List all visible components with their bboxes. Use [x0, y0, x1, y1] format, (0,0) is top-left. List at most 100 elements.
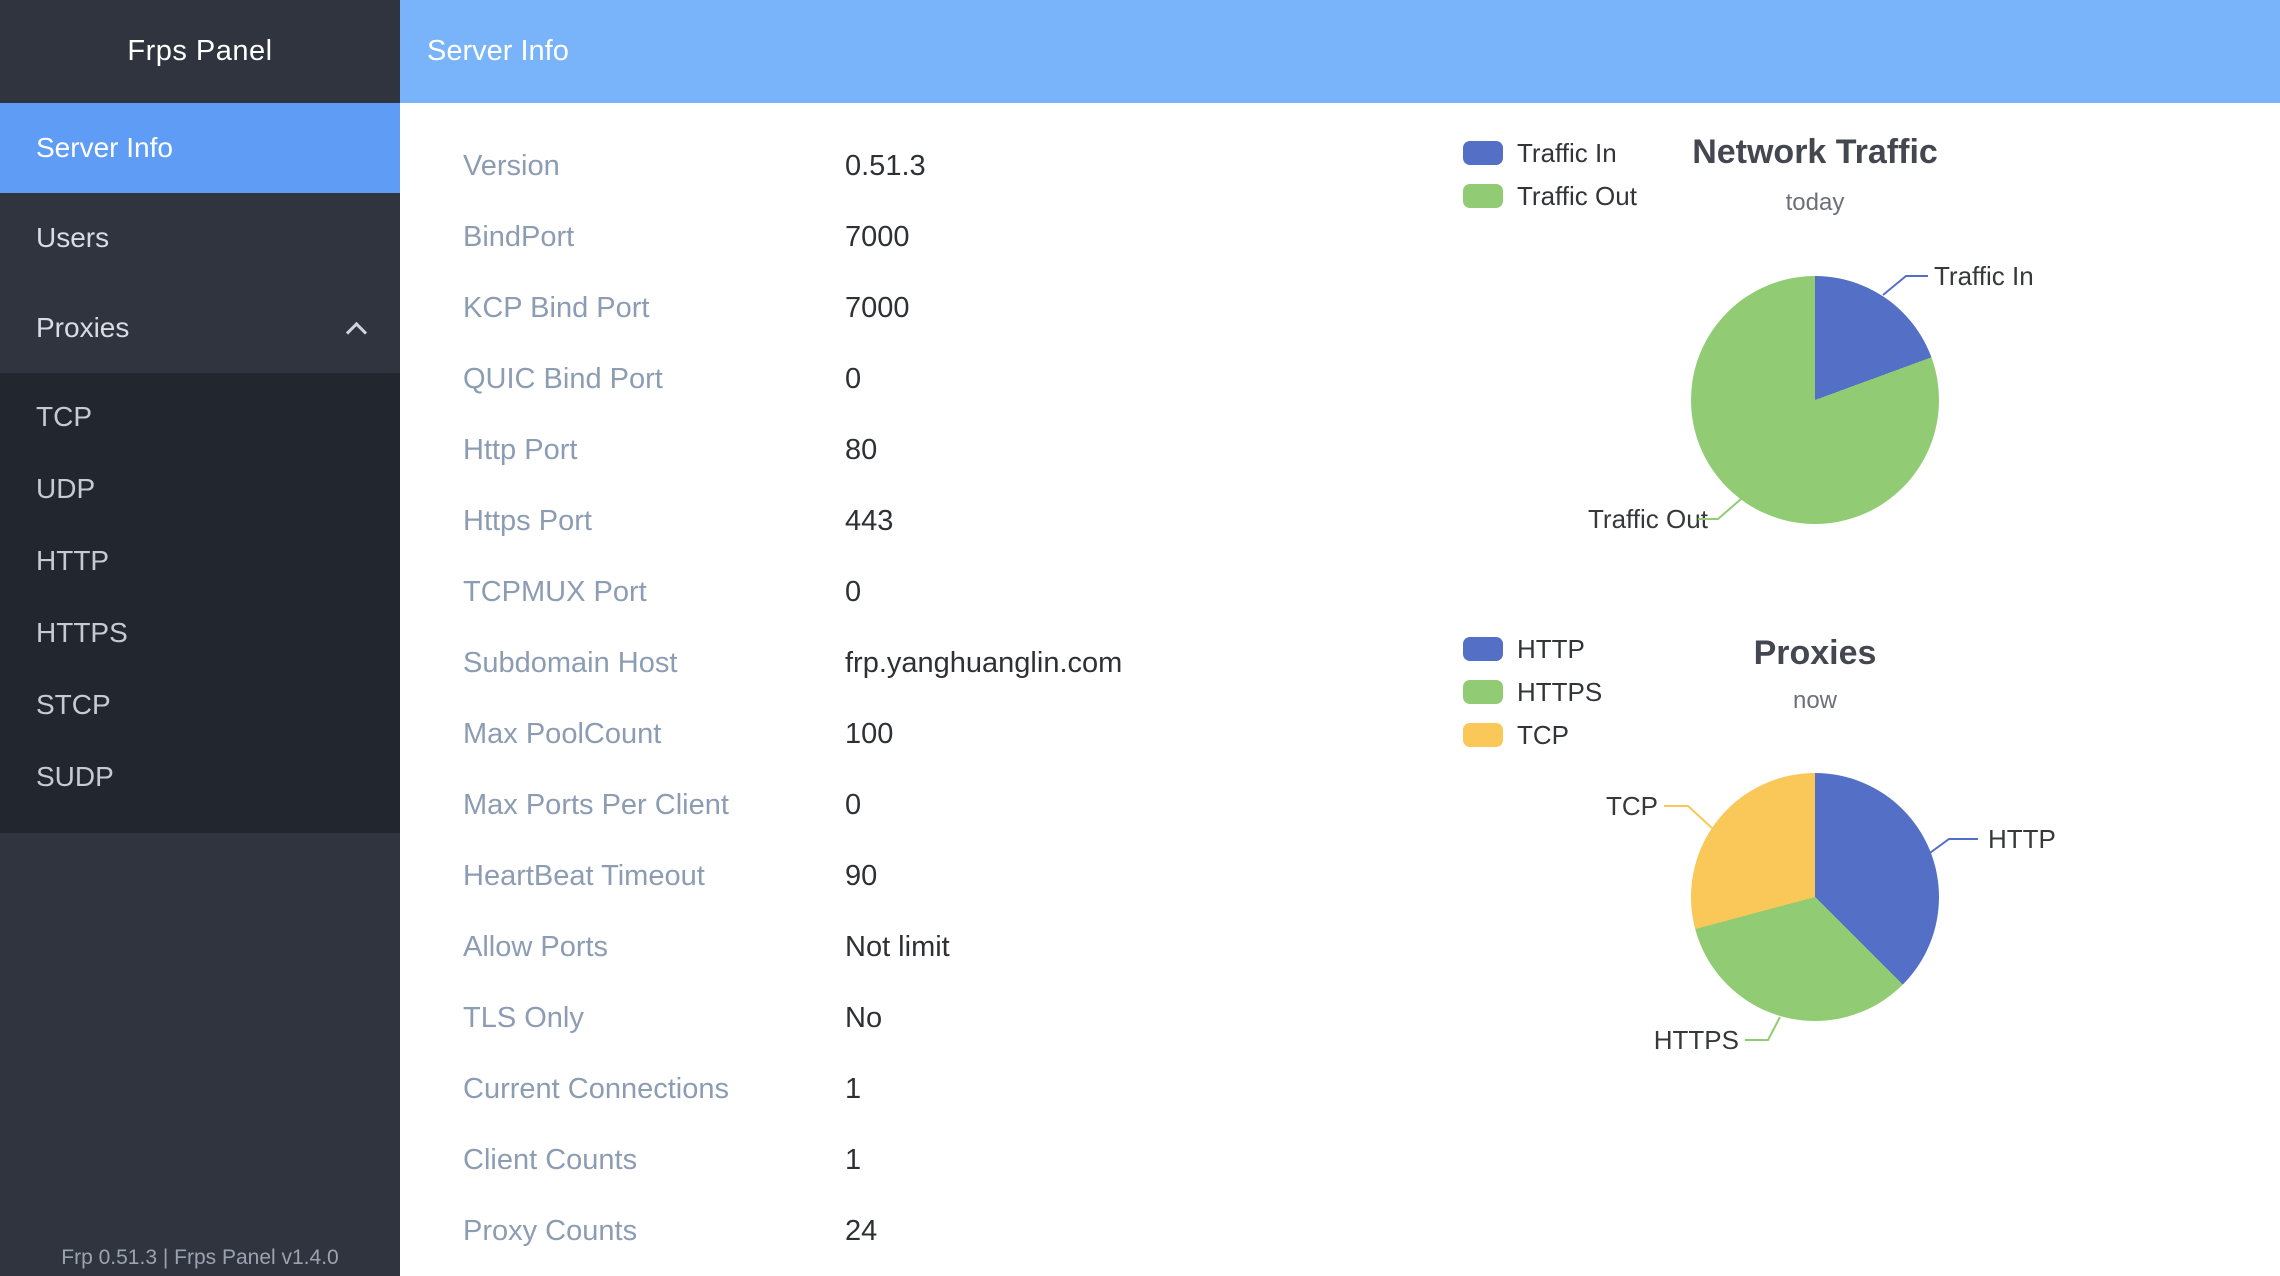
table-row: HeartBeat Timeout 90	[400, 841, 1410, 912]
network-traffic-pie-chart[interactable]	[1691, 276, 1939, 524]
app-title: Frps Panel	[127, 35, 273, 67]
table-row: BindPort 7000	[400, 202, 1410, 273]
sidebar-item-label: UDP	[36, 473, 96, 504]
legend-swatch-green	[1463, 184, 1503, 208]
legend-label: HTTPS	[1517, 676, 1603, 707]
table-row: TLS Only No	[400, 983, 1410, 1054]
sidebar-item-label: HTTPS	[36, 617, 128, 648]
sidebar-item-tcp[interactable]: TCP	[0, 381, 400, 453]
legend-swatch-green	[1463, 680, 1503, 704]
sidebar-item-udp[interactable]: UDP	[0, 453, 400, 525]
legend-label: HTTP	[1517, 633, 1585, 664]
legend-item-http[interactable]: HTTP	[1463, 634, 1602, 664]
proxies-legend: HTTP HTTPS TCP	[1463, 634, 1602, 766]
legend-label: Traffic In	[1517, 137, 1617, 168]
row-value: 0.51.3	[845, 150, 926, 182]
row-value: 7000	[845, 221, 910, 253]
sidebar-item-label: Server Info	[36, 132, 173, 163]
sidebar-item-stcp[interactable]: STCP	[0, 669, 400, 741]
table-row: QUIC Bind Port 0	[400, 344, 1410, 415]
row-value: 443	[845, 505, 894, 537]
row-value: frp.yanghuanglin.com	[845, 647, 1123, 679]
legend-swatch-blue	[1463, 637, 1503, 661]
legend-item-tcp[interactable]: TCP	[1463, 720, 1602, 750]
row-value: 90	[845, 860, 878, 892]
sidebar-item-label: TCP	[36, 401, 92, 432]
row-label: BindPort	[463, 221, 575, 253]
row-value: No	[845, 1002, 883, 1034]
sidebar-item-https[interactable]: HTTPS	[0, 597, 400, 669]
sidebar-item-sudp[interactable]: SUDP	[0, 741, 400, 813]
row-value: 1	[845, 1073, 862, 1105]
row-label: Subdomain Host	[463, 647, 678, 679]
row-label: Proxy Counts	[463, 1215, 638, 1247]
row-value: 100	[845, 718, 894, 750]
table-row: TCPMUX Port 0	[400, 557, 1410, 628]
page-title: Server Info	[427, 35, 569, 67]
version-footer: Frp 0.51.3 | Frps Panel v1.4.0	[61, 1246, 339, 1269]
proxies-submenu: TCP UDP HTTP HTTPS STCP SUDP	[0, 373, 400, 833]
row-label: HeartBeat Timeout	[463, 860, 705, 892]
table-row: Client Counts 1	[400, 1125, 1410, 1196]
server-info-table: Version 0.51.3 BindPort 7000 KCP Bind Port…	[400, 103, 1410, 1267]
sidebar-item-label: Proxies	[36, 312, 130, 343]
sidebar-item-proxies[interactable]: Proxies	[0, 283, 400, 373]
sidebar-item-label: Users	[36, 222, 110, 253]
sidebar-item-label: HTTP	[36, 545, 110, 576]
pie-callout-traffic-in: Traffic In	[1934, 261, 2034, 291]
row-label: Http Port	[463, 434, 578, 466]
legend-item-https[interactable]: HTTPS	[1463, 677, 1602, 707]
row-label: Max PoolCount	[463, 718, 662, 750]
table-row: Subdomain Host frp.yanghuanglin.com	[400, 628, 1410, 699]
sidebar-item-server-info[interactable]: Server Info	[0, 103, 400, 193]
network-traffic-legend: Traffic In Traffic Out	[1463, 138, 1637, 227]
row-label: Version	[463, 150, 560, 182]
table-row: KCP Bind Port 7000	[400, 273, 1410, 344]
topbar: Server Info	[400, 0, 2280, 103]
sidebar-menu: Server Info Users Proxies TCP UDP HTTP H…	[0, 103, 400, 833]
row-label: Https Port	[463, 505, 592, 537]
legend-label: TCP	[1517, 719, 1569, 750]
row-value: 80	[845, 434, 878, 466]
charts-panel: Network Traffic today Traffic In Traffic…	[1400, 103, 2280, 1276]
sidebar: Frps Panel Server Info Users Proxies TCP…	[0, 0, 400, 1276]
pie-callout-traffic-out: Traffic Out	[1588, 504, 1708, 534]
sidebar-item-label: SUDP	[36, 761, 114, 792]
row-value: 24	[845, 1215, 878, 1247]
table-row: Https Port 443	[400, 486, 1410, 557]
legend-item-traffic-in[interactable]: Traffic In	[1463, 138, 1637, 168]
chevron-up-icon	[345, 321, 368, 343]
row-label: QUIC Bind Port	[463, 363, 663, 395]
legend-label: Traffic Out	[1517, 180, 1637, 211]
chart-title-proxies: Proxies	[1753, 634, 1877, 672]
row-value: 0	[845, 363, 862, 395]
table-row: Current Connections 1	[400, 1054, 1410, 1125]
legend-swatch-yellow	[1463, 723, 1503, 747]
chart-subtitle-now: now	[1792, 687, 1838, 714]
row-label: TLS Only	[463, 1002, 584, 1034]
legend-swatch-blue	[1463, 141, 1503, 165]
row-label: Client Counts	[463, 1144, 638, 1176]
row-label: Current Connections	[463, 1073, 729, 1105]
row-value: 1	[845, 1144, 862, 1176]
legend-item-traffic-out[interactable]: Traffic Out	[1463, 181, 1637, 211]
proxies-pie-chart[interactable]	[1691, 773, 1939, 1021]
chart-subtitle-today: today	[1785, 189, 1845, 216]
table-row: Proxy Counts 24	[400, 1196, 1410, 1267]
pie-callout-tcp: TCP	[1606, 791, 1658, 821]
row-label: Max Ports Per Client	[463, 789, 729, 821]
table-row: Http Port 80	[400, 415, 1410, 486]
table-row: Allow Ports Not limit	[400, 912, 1410, 983]
pie-callout-https: HTTPS	[1653, 1025, 1739, 1055]
row-label: Allow Ports	[463, 931, 609, 963]
row-value: 7000	[845, 292, 910, 324]
sidebar-item-http[interactable]: HTTP	[0, 525, 400, 597]
table-row: Max Ports Per Client 0	[400, 770, 1410, 841]
row-value: 0	[845, 576, 862, 608]
row-value: 0	[845, 789, 862, 821]
table-row: Max PoolCount 100	[400, 699, 1410, 770]
sidebar-item-label: STCP	[36, 689, 111, 720]
row-label: KCP Bind Port	[463, 292, 650, 324]
sidebar-item-users[interactable]: Users	[0, 193, 400, 283]
row-value: Not limit	[845, 931, 950, 963]
